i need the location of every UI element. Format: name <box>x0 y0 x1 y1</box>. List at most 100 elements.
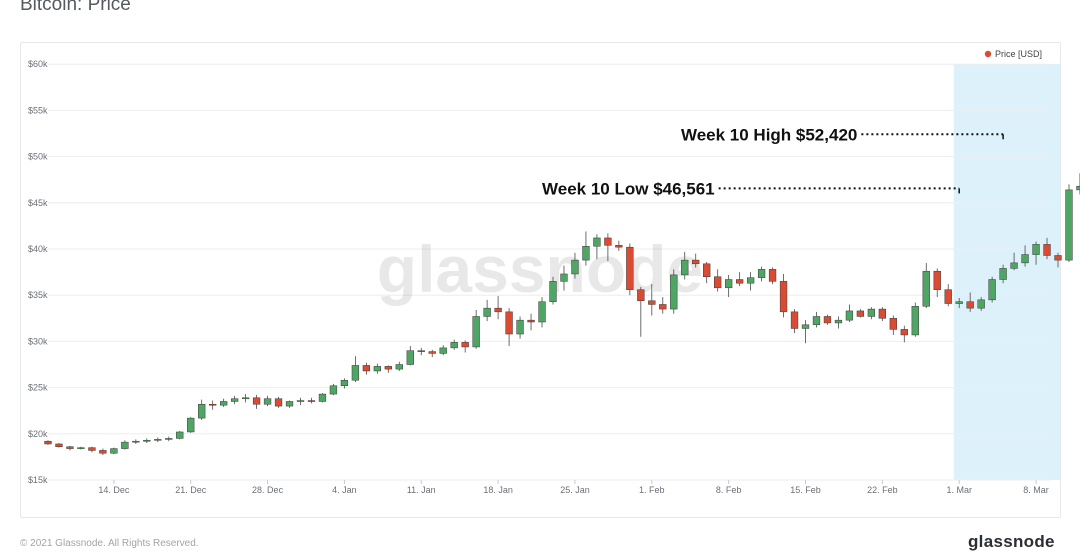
candle[interactable] <box>560 265 568 291</box>
candle[interactable] <box>637 286 645 337</box>
candle[interactable] <box>318 393 327 403</box>
candle[interactable] <box>834 316 843 329</box>
candle[interactable] <box>176 431 184 440</box>
candle[interactable] <box>746 272 755 291</box>
candle[interactable] <box>1010 252 1018 271</box>
candle[interactable] <box>692 253 700 268</box>
candle[interactable] <box>1065 184 1073 262</box>
candle[interactable] <box>395 361 403 371</box>
candle[interactable] <box>417 347 425 356</box>
candle[interactable] <box>77 446 85 450</box>
candle[interactable] <box>703 261 711 284</box>
brand-logo[interactable]: glassnode <box>968 532 1055 551</box>
candle[interactable] <box>505 308 513 347</box>
candle[interactable] <box>593 234 601 260</box>
candle[interactable] <box>483 299 491 322</box>
candle[interactable] <box>219 398 228 408</box>
candle[interactable] <box>329 383 338 395</box>
candle[interactable] <box>900 325 908 343</box>
candle[interactable] <box>604 233 612 262</box>
candle[interactable] <box>143 438 151 444</box>
candle[interactable] <box>670 269 678 314</box>
candle[interactable] <box>428 349 436 358</box>
candle[interactable] <box>889 315 897 335</box>
candle[interactable] <box>132 439 140 444</box>
candle[interactable] <box>99 448 107 456</box>
candle[interactable] <box>681 251 689 280</box>
candle[interactable] <box>626 243 634 296</box>
candle[interactable] <box>66 445 74 451</box>
candle[interactable] <box>856 309 865 318</box>
candle[interactable] <box>823 314 832 325</box>
candle[interactable] <box>988 276 996 303</box>
candle[interactable] <box>955 297 963 309</box>
candle[interactable] <box>230 395 239 405</box>
candle[interactable] <box>296 397 305 406</box>
candle[interactable] <box>538 297 546 328</box>
candle[interactable] <box>922 262 930 309</box>
candle[interactable] <box>659 297 667 314</box>
candle[interactable] <box>582 231 590 266</box>
candle[interactable] <box>1076 173 1080 195</box>
candle[interactable] <box>88 446 96 453</box>
candle[interactable] <box>757 266 766 282</box>
candle[interactable] <box>845 304 854 323</box>
candle[interactable] <box>648 284 656 316</box>
candle[interactable] <box>209 400 217 410</box>
candle[interactable] <box>933 268 941 298</box>
candle[interactable] <box>549 276 557 305</box>
candle[interactable] <box>55 443 63 448</box>
candle[interactable] <box>241 394 250 403</box>
candle[interactable] <box>121 440 129 450</box>
legend[interactable]: Price [USD] <box>984 49 1042 59</box>
candle[interactable] <box>724 274 733 298</box>
candle[interactable] <box>274 396 283 408</box>
candle[interactable] <box>44 440 52 445</box>
candle[interactable] <box>944 284 952 307</box>
candle[interactable] <box>165 436 173 442</box>
candle[interactable] <box>801 320 810 344</box>
candle[interactable] <box>615 240 623 251</box>
candle[interactable] <box>472 310 480 349</box>
x-tick-label: 14. Dec <box>98 485 130 495</box>
candle[interactable] <box>384 365 392 373</box>
candle[interactable] <box>406 346 414 366</box>
candle[interactable] <box>516 316 524 339</box>
candle[interactable] <box>768 267 777 285</box>
candle[interactable] <box>373 363 382 374</box>
candle[interactable] <box>812 311 821 328</box>
candle[interactable] <box>977 297 985 311</box>
candle[interactable] <box>527 313 535 331</box>
candle[interactable] <box>1054 252 1062 268</box>
candle[interactable] <box>494 296 502 320</box>
candle[interactable] <box>779 273 788 318</box>
candle[interactable] <box>252 395 261 409</box>
candle[interactable] <box>735 272 744 286</box>
candle[interactable] <box>110 447 118 455</box>
candle[interactable] <box>187 417 195 433</box>
candle[interactable] <box>790 309 799 334</box>
candle[interactable] <box>461 340 469 353</box>
candle[interactable] <box>198 399 206 420</box>
candle[interactable] <box>1021 245 1029 267</box>
x-tick-label: 11. Jan <box>407 485 436 495</box>
candle[interactable] <box>867 307 876 320</box>
candle[interactable] <box>714 269 722 292</box>
candle[interactable] <box>154 437 162 443</box>
candle[interactable] <box>362 362 371 375</box>
candle[interactable] <box>999 264 1007 284</box>
candle[interactable] <box>911 302 919 337</box>
candle[interactable] <box>263 395 272 407</box>
candle[interactable] <box>1032 241 1040 265</box>
candle[interactable] <box>966 292 974 312</box>
candle[interactable] <box>878 307 887 322</box>
candle[interactable] <box>307 397 316 404</box>
candle[interactable] <box>571 252 579 279</box>
candle[interactable] <box>285 400 294 408</box>
candle[interactable] <box>1043 237 1051 260</box>
candle[interactable] <box>340 378 349 389</box>
candle[interactable] <box>439 345 447 356</box>
candle[interactable] <box>450 339 458 350</box>
candle[interactable] <box>351 356 360 383</box>
